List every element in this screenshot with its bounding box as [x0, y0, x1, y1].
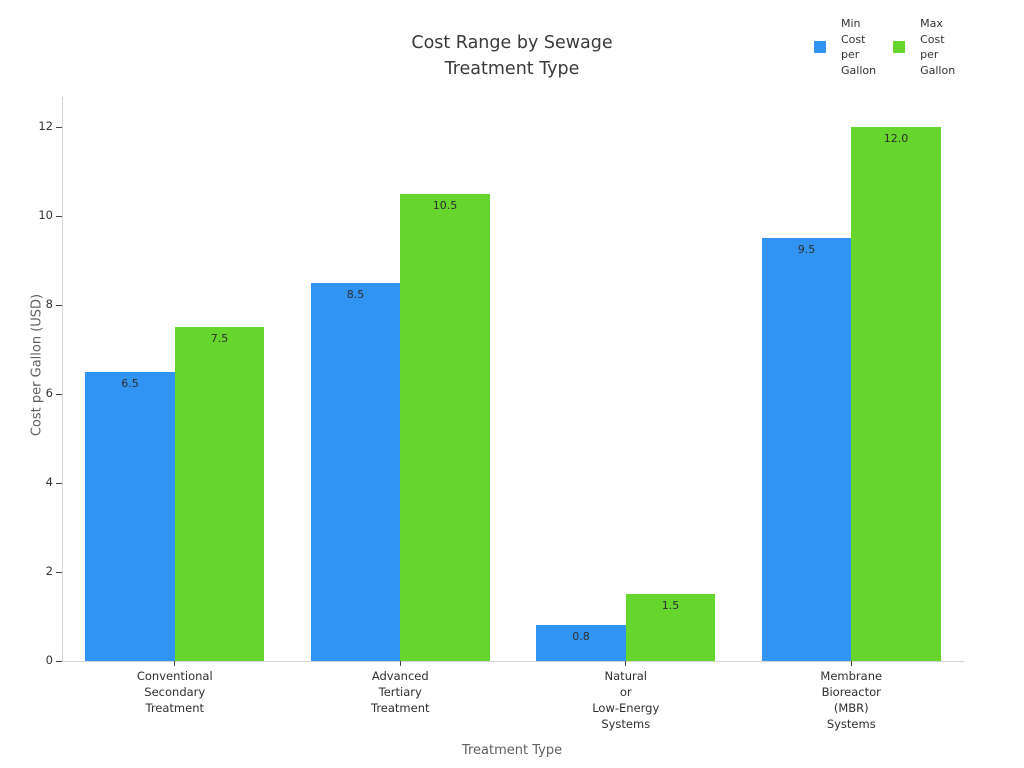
bar-max-cost-0 — [174, 327, 265, 661]
bar-value-label-max-cost-1: 10.5 — [432, 198, 458, 212]
x-tick-mark — [399, 661, 401, 666]
bar-value-label-min-cost-1: 8.5 — [346, 287, 365, 301]
y-tick-label: 12 — [38, 119, 53, 133]
y-tick-label: 2 — [45, 564, 53, 578]
y-tick-label: 4 — [45, 475, 53, 489]
legend-swatch-max-cost-icon — [893, 41, 906, 53]
y-tick-mark — [56, 660, 62, 662]
bar-max-cost-1 — [400, 193, 490, 661]
x-tick-label: Conventional Secondary Treatment — [136, 669, 213, 715]
x-tick-label: Advanced Tertiary Treatment — [370, 669, 430, 715]
y-axis-line — [62, 97, 63, 661]
bar-min-cost-2 — [536, 625, 626, 661]
bar-max-cost-2 — [625, 594, 716, 661]
y-tick-mark — [56, 393, 62, 395]
y-tick-mark — [56, 126, 62, 128]
legend: Min Cost per Gallon Max Cost per Gallon — [814, 16, 955, 78]
x-tick-mark — [174, 661, 176, 666]
y-tick-mark — [56, 215, 62, 217]
legend-swatch-min-cost-icon — [814, 41, 826, 53]
x-tick-label: Natural or Low-Energy Systems — [592, 669, 660, 731]
bar-value-label-min-cost-0: 6.5 — [121, 376, 139, 390]
bar-min-cost-0 — [85, 371, 175, 661]
x-axis-line — [62, 661, 964, 662]
legend-item-max-cost: Max Cost per Gallon — [893, 16, 955, 78]
bar-value-label-max-cost-3: 12.0 — [883, 132, 909, 145]
y-tick-mark — [56, 571, 62, 573]
x-tick-mark — [850, 661, 852, 666]
x-axis-title: Treatment Type — [461, 743, 563, 758]
bar-value-label-max-cost-0: 7.5 — [210, 332, 229, 346]
y-tick-mark — [56, 482, 62, 484]
x-tick-label: Membrane Bioreactor (MBR) Systems — [820, 669, 883, 731]
bar-value-label-min-cost-2: 0.8 — [572, 630, 590, 644]
y-tick-label: 0 — [45, 653, 53, 667]
bar-value-label-max-cost-2: 1.5 — [661, 599, 680, 613]
x-tick-mark — [625, 661, 627, 666]
legend-item-min-cost: Min Cost per Gallon — [814, 16, 876, 78]
bar-min-cost-3 — [761, 238, 852, 661]
y-tick-label: 10 — [38, 208, 53, 222]
bar-max-cost-3 — [851, 127, 941, 661]
y-tick-mark — [56, 304, 62, 306]
chart-title: Cost Range by Sewage Treatment Type — [411, 33, 613, 79]
y-tick-label: 6 — [45, 386, 53, 400]
y-tick-label: 8 — [45, 297, 53, 311]
legend-label-min-cost: Min Cost per Gallon — [841, 17, 877, 77]
legend-label-max-cost: Max Cost per Gallon — [920, 17, 956, 77]
bar-value-label-min-cost-3: 9.5 — [797, 243, 816, 257]
bar-min-cost-1 — [310, 282, 401, 661]
